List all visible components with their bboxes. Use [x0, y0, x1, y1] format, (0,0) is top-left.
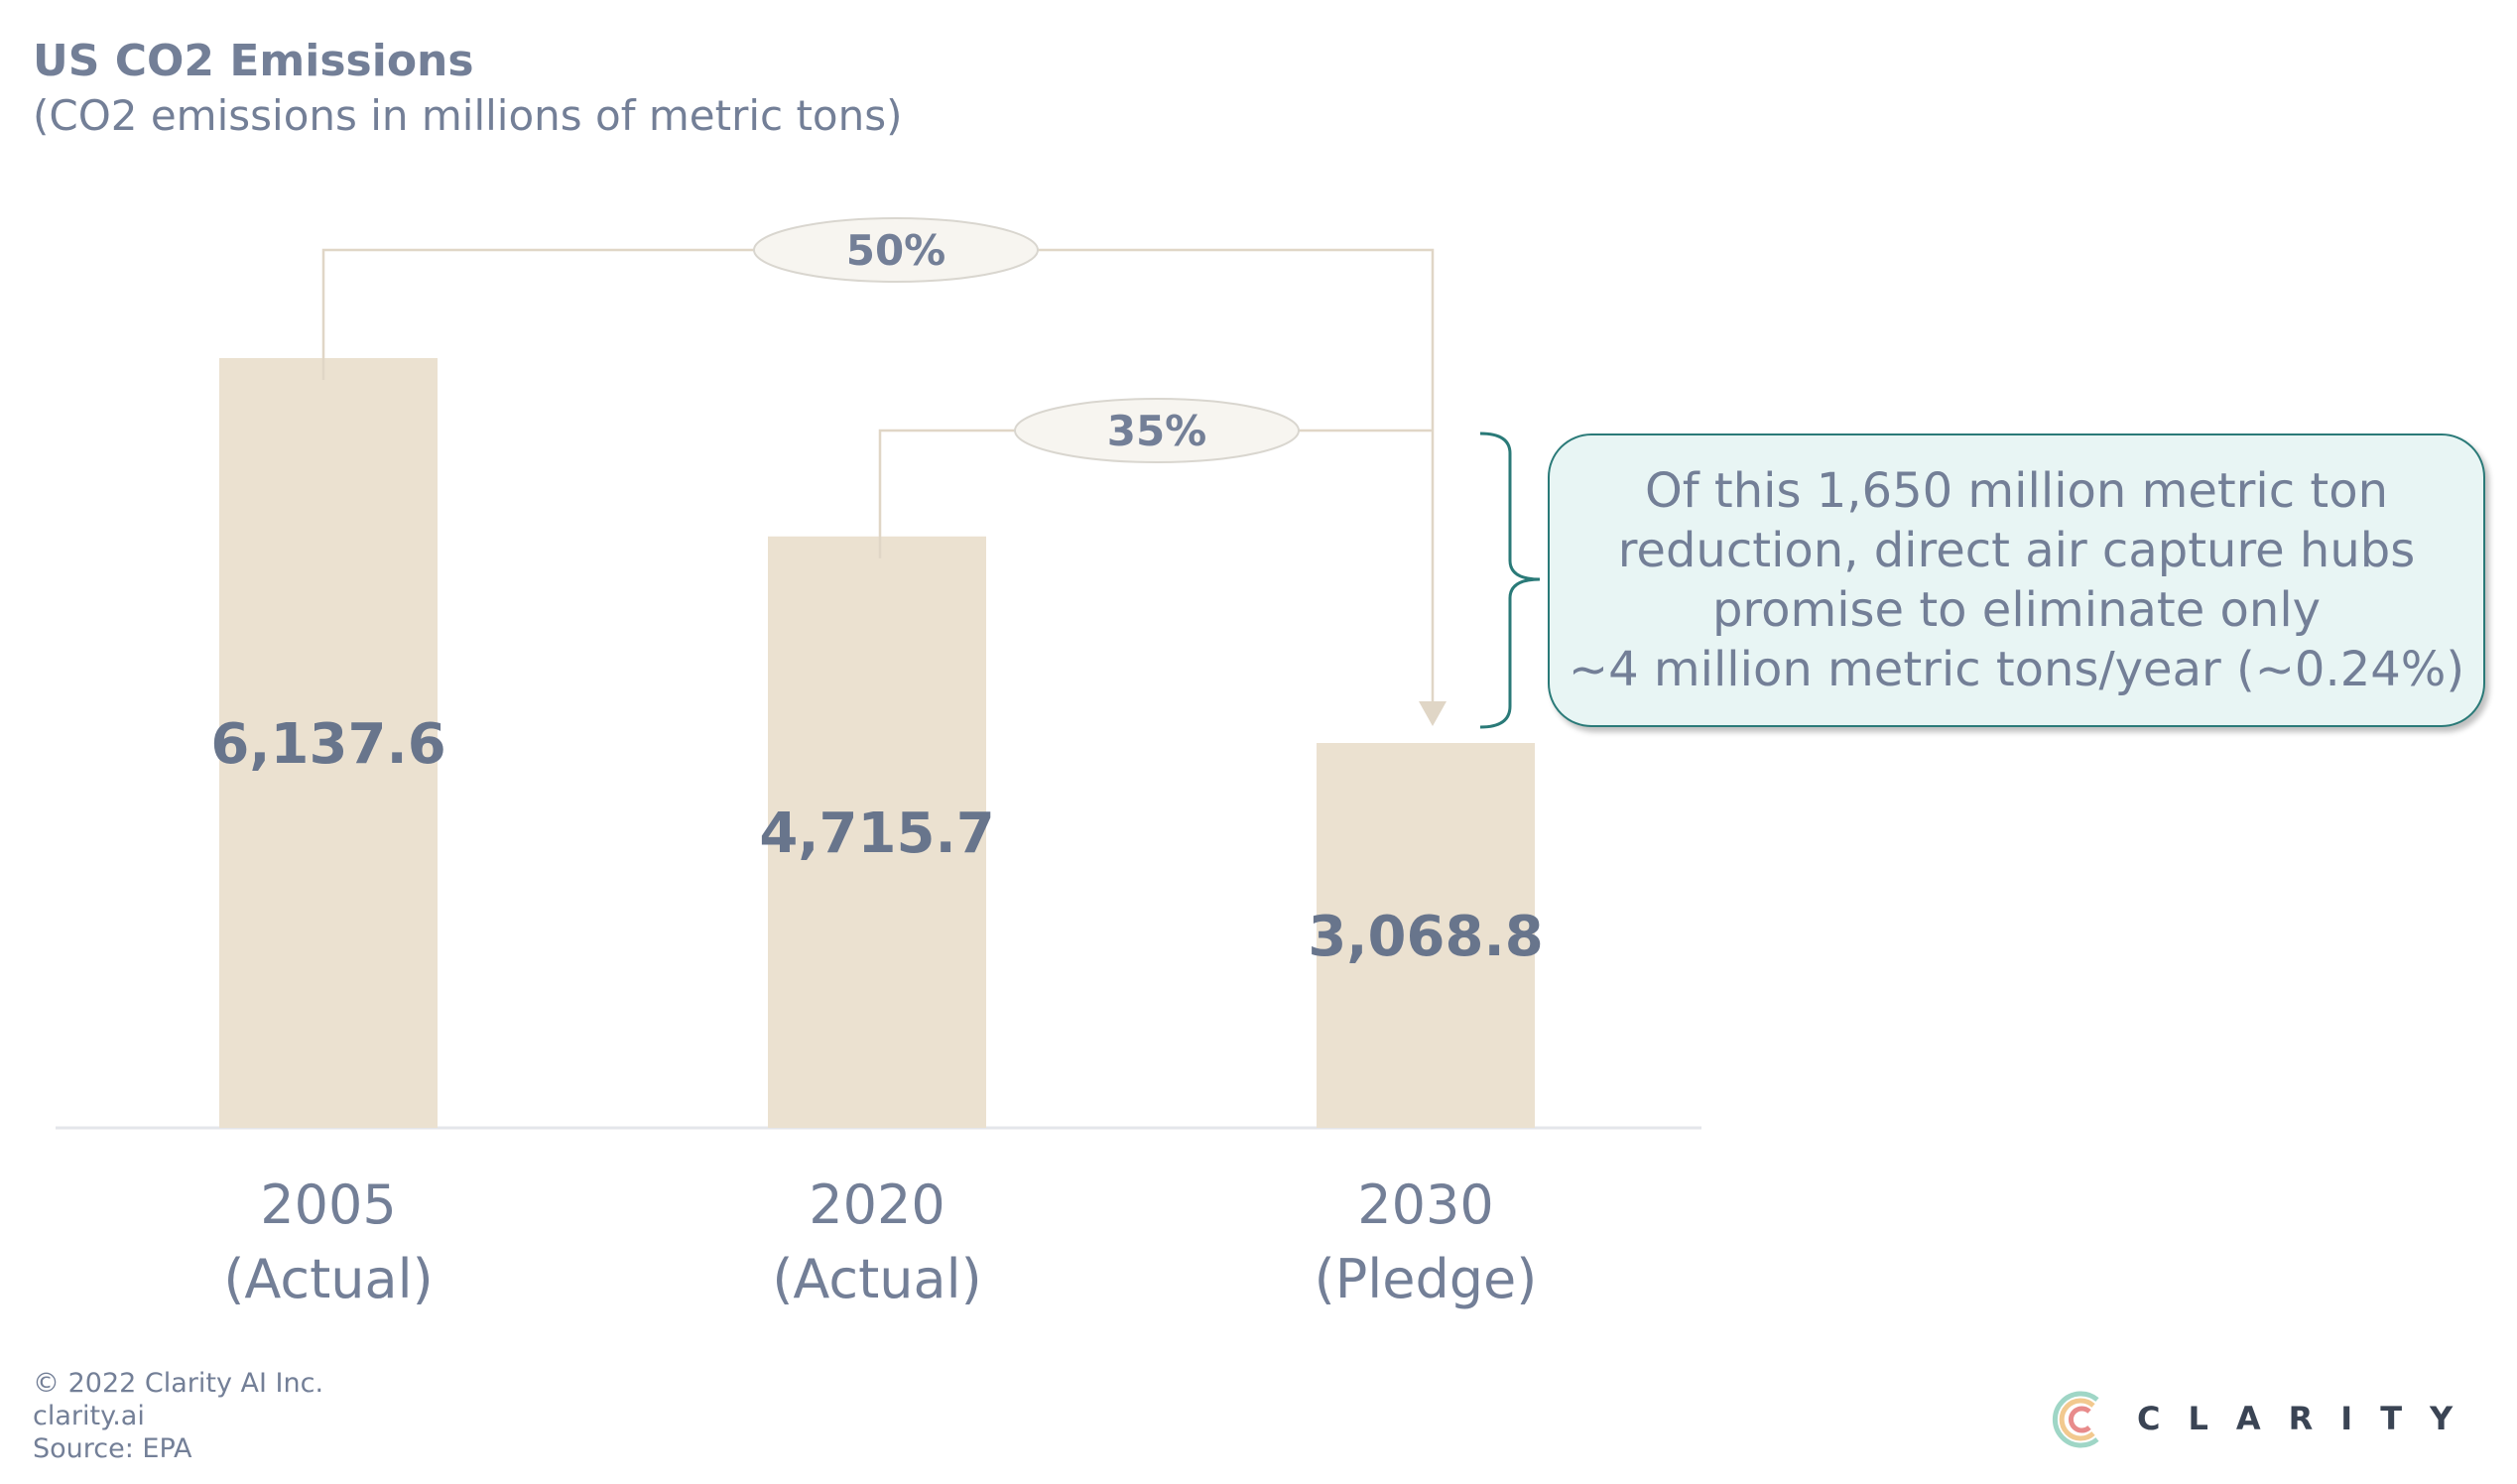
x-tick-label-year: 2005 — [260, 1174, 396, 1236]
change-oval-1 — [753, 217, 1039, 283]
footer: © 2022 Clarity AI Inc. clarity.ai Source… — [33, 1367, 323, 1465]
bar-2020 — [768, 536, 986, 1128]
bar-value-label: 4,715.7 — [759, 802, 994, 866]
chart-title: US CO2 Emissions — [33, 36, 474, 86]
change-label: 35% — [1107, 407, 1207, 455]
footer-copyright: © 2022 Clarity AI Inc. — [33, 1368, 324, 1399]
bar-2030 — [1317, 743, 1535, 1128]
clarity-ai-logo: CLARITY AI — [2046, 1384, 2517, 1455]
footer-site: clarity.ai — [33, 1401, 145, 1431]
x-tick-label-type: (Pledge) — [1315, 1248, 1538, 1310]
bar-2005 — [219, 358, 438, 1128]
bar-value-label: 3,068.8 — [1308, 905, 1543, 969]
callout-line-2: reduction, direct air capture hubs — [1617, 523, 2416, 578]
callout-box: Of this 1,650 million metric ton reducti… — [1548, 433, 2485, 727]
x-tick-label-year: 2020 — [809, 1174, 944, 1236]
x-tick-label-type: (Actual) — [223, 1248, 433, 1310]
change-oval-2 — [1014, 398, 1300, 463]
callout-line-3: promise to eliminate only — [1711, 582, 2322, 638]
x-tick-label-year: 2030 — [1357, 1174, 1493, 1236]
bar-value-label: 6,137.6 — [210, 712, 445, 777]
change-label: 50% — [846, 226, 946, 275]
footer-source: Source: EPA — [33, 1433, 192, 1464]
clarity-logo-text: CLARITY AI — [2137, 1400, 2517, 1437]
x-tick-label-type: (Actual) — [772, 1248, 981, 1310]
callout-line-1: Of this 1,650 million metric ton — [1644, 463, 2389, 519]
clarity-logo-icon — [2052, 1391, 2099, 1448]
curly-bracket-icon — [1479, 432, 1541, 729]
chart-subtitle: (CO2 emissions in millions of metric ton… — [33, 91, 903, 140]
arrowhead-icon — [1419, 701, 1447, 726]
callout-line-4: ~4 million metric tons/year (~0.24%) — [1568, 642, 2465, 697]
